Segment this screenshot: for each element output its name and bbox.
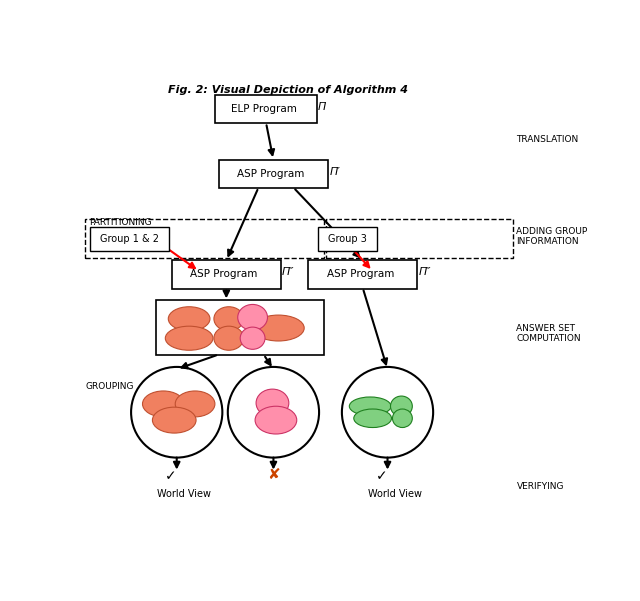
Ellipse shape <box>342 367 433 457</box>
Ellipse shape <box>392 409 412 427</box>
Text: World View: World View <box>368 489 422 499</box>
Text: Π′: Π′ <box>329 167 340 177</box>
Text: ASP Program: ASP Program <box>190 269 257 279</box>
Ellipse shape <box>390 396 412 416</box>
Ellipse shape <box>253 315 304 341</box>
Text: Π″: Π″ <box>419 267 431 278</box>
Ellipse shape <box>152 407 196 433</box>
FancyBboxPatch shape <box>308 260 417 288</box>
Ellipse shape <box>354 409 392 427</box>
Ellipse shape <box>175 391 215 417</box>
Text: ASP Program: ASP Program <box>326 269 394 279</box>
Ellipse shape <box>214 326 244 350</box>
FancyBboxPatch shape <box>318 227 378 251</box>
Ellipse shape <box>255 406 297 434</box>
Ellipse shape <box>228 367 319 457</box>
Text: Fig. 2: Visual Depiction of Algorithm 4: Fig. 2: Visual Depiction of Algorithm 4 <box>168 85 408 95</box>
Ellipse shape <box>168 307 210 331</box>
Ellipse shape <box>165 326 213 350</box>
Text: ASP Program: ASP Program <box>237 169 305 179</box>
Ellipse shape <box>237 305 268 331</box>
Ellipse shape <box>214 307 244 331</box>
FancyBboxPatch shape <box>219 160 328 188</box>
FancyBboxPatch shape <box>216 95 317 123</box>
FancyBboxPatch shape <box>172 260 280 288</box>
Text: ✘: ✘ <box>267 466 280 481</box>
Text: ✓: ✓ <box>165 469 177 483</box>
Text: TRANSLATION: TRANSLATION <box>516 135 579 144</box>
Text: Group 3: Group 3 <box>328 234 367 244</box>
Ellipse shape <box>131 367 222 457</box>
Text: ✓: ✓ <box>376 469 387 483</box>
FancyBboxPatch shape <box>156 300 324 355</box>
Text: Π: Π <box>318 102 326 112</box>
Text: ELP Program: ELP Program <box>230 104 296 114</box>
Text: ADDING GROUP
INFORMATION: ADDING GROUP INFORMATION <box>516 227 588 246</box>
FancyBboxPatch shape <box>90 227 169 251</box>
Text: Π″: Π″ <box>282 267 294 278</box>
Text: GROUPING: GROUPING <box>86 382 134 391</box>
Ellipse shape <box>240 327 265 349</box>
Ellipse shape <box>256 389 289 417</box>
Text: VERIFYING: VERIFYING <box>516 482 564 491</box>
Text: World View: World View <box>157 489 211 499</box>
Ellipse shape <box>349 397 391 415</box>
Text: PARTITIONING: PARTITIONING <box>89 218 152 227</box>
Text: ANSWER SET
COMPUTATION: ANSWER SET COMPUTATION <box>516 324 581 343</box>
Text: Group 1 & 2: Group 1 & 2 <box>100 234 159 244</box>
Ellipse shape <box>143 391 184 417</box>
